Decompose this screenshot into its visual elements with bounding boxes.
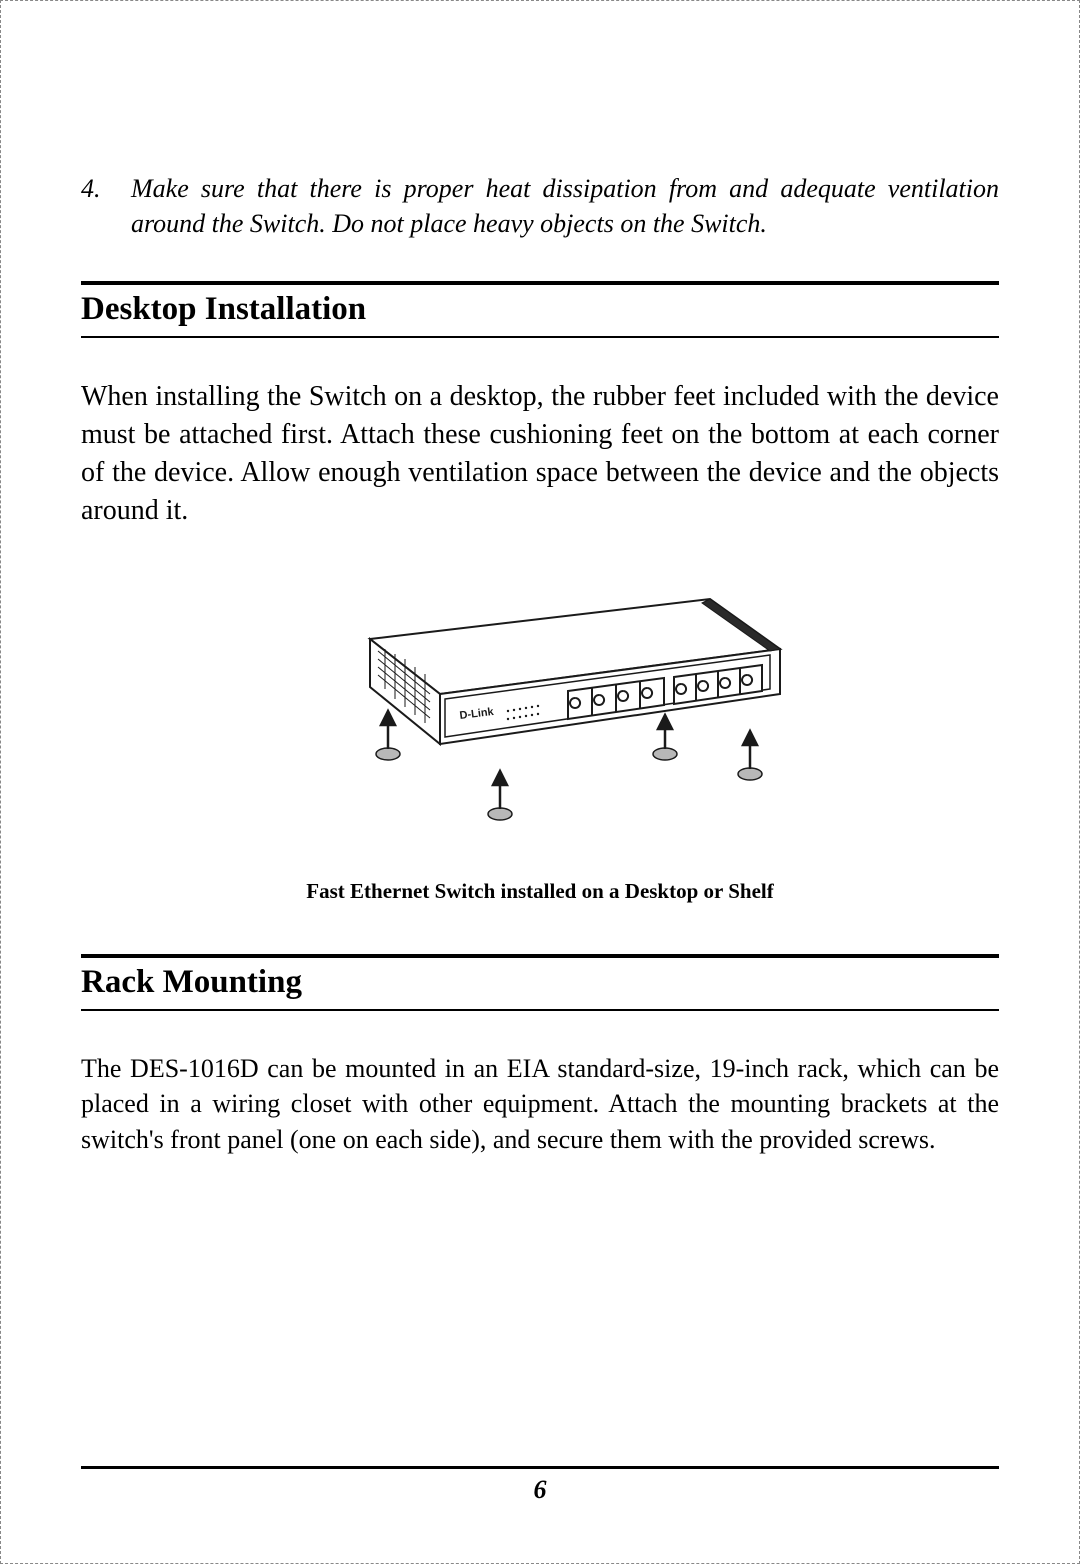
footer-rule [81,1466,999,1469]
list-item-4: 4. Make sure that there is proper heat d… [81,171,999,241]
heading-title: Rack Mounting [81,964,999,1001]
desktop-installation-body: When installing the Switch on a desktop,… [81,378,999,529]
page-number: 6 [81,1475,999,1505]
list-number: 4. [81,171,131,241]
list-text: Make sure that there is proper heat diss… [131,171,999,241]
heading-title: Desktop Installation [81,291,999,328]
switch-illustration: D-Link [260,559,820,859]
rack-mounting-body: The DES-1016D can be mounted in an EIA s… [81,1051,999,1156]
figure-caption: Fast Ethernet Switch installed on a Desk… [306,879,773,904]
heading-desktop-installation: Desktop Installation [81,281,999,338]
page: 4. Make sure that there is proper heat d… [0,0,1080,1564]
figure-block: D-Link [81,559,999,904]
page-footer: 6 [81,1466,999,1505]
heading-rack-mounting: Rack Mounting [81,954,999,1011]
